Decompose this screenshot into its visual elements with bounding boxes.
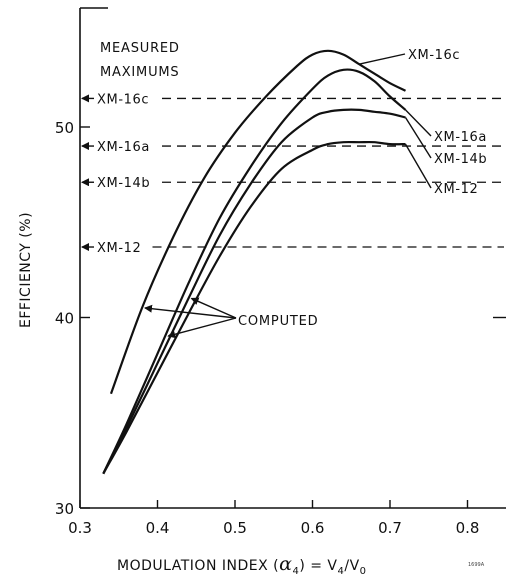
series-leader-line [404, 109, 432, 137]
x-tick-label: 0.8 [456, 519, 480, 537]
y-tick-label: 40 [55, 310, 74, 328]
measured-max-xm-16a: XM-16a [81, 140, 504, 155]
computed-arrow [190, 297, 237, 319]
measured-max-label: XM-12 [97, 241, 141, 256]
annotation-computed: COMPUTED [238, 314, 318, 329]
computed-curves [102, 49, 407, 475]
x-tick-label: 0.6 [301, 519, 325, 537]
y-tick-label: 30 [55, 500, 74, 518]
computed-arrows [144, 297, 237, 339]
figure-id-note: 1699A [468, 562, 485, 568]
series-label-xm-16a: XM-16a [404, 109, 487, 145]
x-tick-label: 0.3 [68, 519, 92, 537]
measured-max-xm-16c: XM-16c [81, 92, 504, 107]
computed-arrow [167, 317, 237, 339]
measured-max-label: XM-14b [97, 176, 150, 191]
measured-max-label: XM-16a [97, 140, 150, 155]
x-axis-label: MODULATION INDEX (α4) = V4/V0 [117, 553, 367, 577]
measured-maximum-lines: XM-16c XM-16a XM-14b XM-12 [81, 92, 504, 256]
series-label-text: XM-12 [434, 182, 478, 197]
measured-max-xm-14b: XM-14b [81, 176, 504, 191]
x-tick-label: 0.4 [146, 519, 170, 537]
axes [79, 7, 506, 509]
curve-xm-14b [102, 108, 406, 475]
curve-xm-12 [102, 140, 406, 475]
computed-arrow [144, 304, 237, 319]
y-axis-label: EFFICIENCY (%) [18, 212, 34, 328]
series-label-xm-14b: XM-14b [404, 117, 487, 167]
y-tick-label: 50 [55, 119, 74, 137]
x-tick-label: 0.7 [378, 519, 402, 537]
series-label-text: XM-14b [434, 152, 487, 167]
series-leader-line [358, 53, 406, 65]
series-label-xm-12: XM-12 [404, 143, 478, 197]
series-label-text: XM-16a [434, 130, 487, 145]
curve-xm-16c [109, 49, 406, 395]
series-leader-line [404, 143, 432, 189]
annotation-measured-line2: MAXIMUMS [100, 65, 179, 80]
x-tick-label: 0.5 [223, 519, 247, 537]
series-leader-line [404, 117, 432, 159]
series-labels: XM-16c XM-16a XM-14b XM-12 [358, 48, 487, 197]
series-label-xm-16c: XM-16c [358, 48, 460, 65]
measured-max-label: XM-16c [97, 92, 149, 107]
ticks: 0.3 0.4 0.5 0.6 0.7 0.8 30 40 50 [55, 119, 480, 537]
series-label-text: XM-16c [408, 48, 460, 63]
measured-max-xm-12: XM-12 [81, 241, 504, 256]
curve-xm-16a [102, 68, 407, 475]
annotation-measured-line1: MEASURED [100, 41, 180, 56]
